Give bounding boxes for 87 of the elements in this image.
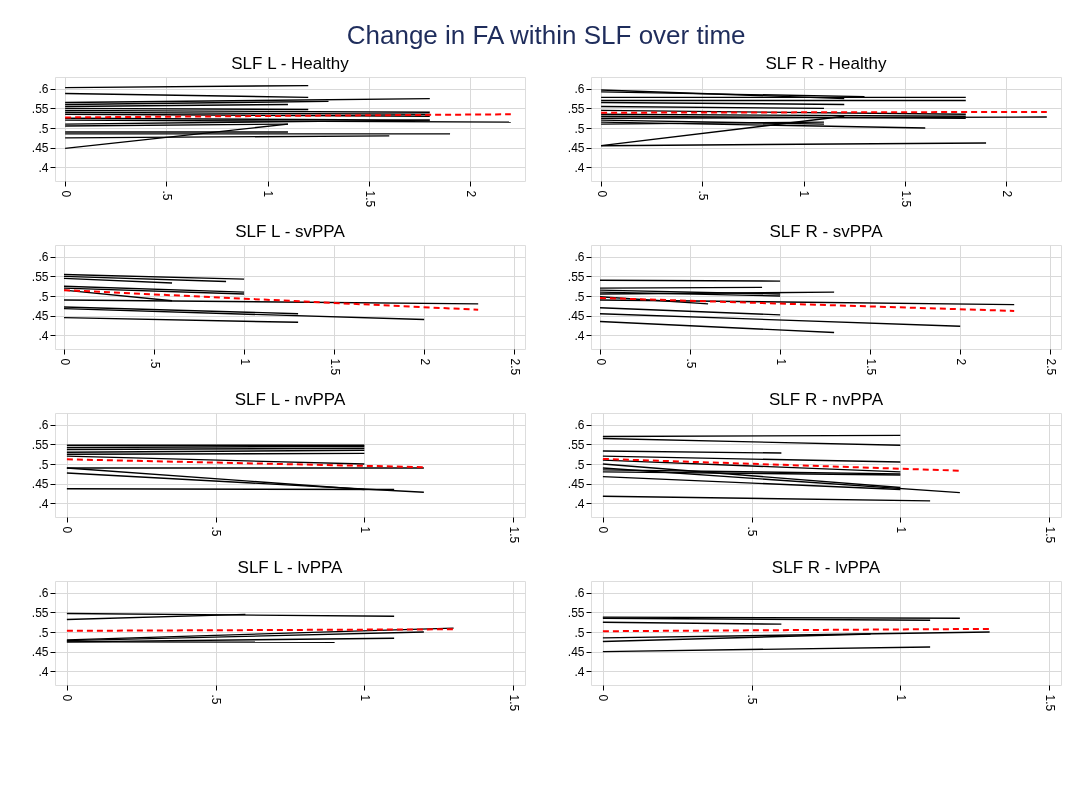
x-tick-label: .5 (745, 694, 760, 705)
x-tick-label: .5 (147, 358, 162, 369)
y-tick-label: .4 (574, 328, 585, 343)
y-tick-label: .5 (574, 457, 585, 472)
x-tick-label: 1.5 (898, 190, 913, 208)
x-tick-label: 1.5 (327, 358, 342, 376)
x-tick-label: 1.5 (1042, 694, 1057, 712)
y-tick-label: .5 (38, 625, 49, 640)
y-tick-label: .6 (38, 82, 49, 97)
x-tick-label: 2 (953, 358, 968, 366)
y-tick-label: .45 (567, 477, 585, 492)
y-tick-label: .55 (31, 605, 49, 620)
x-tick-label: 1 (893, 694, 908, 702)
x-tick-label: 2.5 (1043, 358, 1058, 376)
y-tick-label: .55 (31, 101, 49, 116)
text: Change in FA within SLF over time (346, 19, 746, 50)
x-tick-label: 0 (596, 526, 611, 534)
x-tick-label: .5 (209, 694, 224, 705)
x-tick-label: 1.5 (362, 190, 377, 208)
x-tick-label: 0 (60, 526, 75, 534)
y-tick-label: .4 (38, 496, 49, 511)
y-tick-label: .45 (31, 141, 49, 156)
x-tick-label: 1.5 (1042, 526, 1057, 544)
x-tick-label: 1 (357, 694, 372, 702)
chart-title: SLF R - svPPA (769, 222, 884, 241)
y-tick-label: .55 (567, 605, 585, 620)
x-tick-label: 2 (417, 358, 432, 366)
y-tick-label: .4 (574, 160, 585, 175)
y-tick-label: .55 (567, 437, 585, 452)
y-tick-label: .55 (567, 101, 585, 116)
y-tick-label: .6 (574, 250, 585, 265)
y-tick-label: .45 (31, 309, 49, 324)
x-tick-label: 2 (463, 190, 478, 198)
x-tick-label: 1 (773, 358, 788, 366)
y-tick-label: .4 (574, 496, 585, 511)
chart-title: SLF R - lvPPA (771, 558, 881, 577)
x-tick-label: .5 (159, 190, 174, 201)
x-tick-label: 1 (261, 190, 276, 198)
y-tick-label: .5 (38, 457, 49, 472)
y-tick-label: .55 (567, 269, 585, 284)
x-tick-label: 1 (357, 526, 372, 534)
y-tick-label: .5 (574, 289, 585, 304)
x-tick-label: 1.5 (506, 526, 521, 544)
y-tick-label: .5 (38, 121, 49, 136)
x-tick-label: 0 (593, 358, 608, 366)
chart-title: SLF L - lvPPA (237, 558, 344, 577)
y-tick-label: .45 (567, 309, 585, 324)
x-tick-label: 1.5 (506, 694, 521, 712)
chart-title: SLF R - nvPPA (769, 390, 884, 409)
x-tick-label: .5 (683, 358, 698, 369)
x-tick-label: 1 (237, 358, 252, 366)
y-tick-label: .6 (574, 82, 585, 97)
x-tick-label: 0 (594, 190, 609, 198)
y-tick-label: .4 (574, 664, 585, 679)
chart-title: SLF L - svPPA (235, 222, 346, 241)
y-tick-label: .6 (38, 418, 49, 433)
chart-title: SLF L - Healthy (231, 54, 350, 73)
chart-title: SLF R - Healthy (765, 54, 887, 73)
x-tick-label: 0 (60, 694, 75, 702)
y-tick-label: .5 (38, 289, 49, 304)
y-tick-label: .45 (567, 141, 585, 156)
x-tick-label: 1.5 (863, 358, 878, 376)
y-tick-label: .6 (574, 418, 585, 433)
y-tick-label: .5 (574, 625, 585, 640)
x-tick-label: 1 (797, 190, 812, 198)
x-tick-label: .5 (209, 526, 224, 537)
chart-title: SLF L - nvPPA (234, 390, 346, 409)
x-tick-label: 0 (596, 694, 611, 702)
x-tick-label: .5 (695, 190, 710, 201)
y-tick-label: .6 (38, 250, 49, 265)
y-tick-label: .5 (574, 121, 585, 136)
y-tick-label: .6 (574, 586, 585, 601)
x-tick-label: 1 (893, 526, 908, 534)
x-tick-label: .5 (745, 526, 760, 537)
y-tick-label: .45 (31, 477, 49, 492)
x-tick-label: 2.5 (507, 358, 522, 376)
y-tick-label: .55 (31, 269, 49, 284)
x-tick-label: 0 (57, 358, 72, 366)
y-tick-label: .45 (567, 645, 585, 660)
y-tick-label: .45 (31, 645, 49, 660)
y-tick-label: .4 (38, 664, 49, 679)
y-tick-label: .4 (38, 328, 49, 343)
x-tick-label: 0 (58, 190, 73, 198)
y-tick-label: .6 (38, 586, 49, 601)
x-tick-label: 2 (999, 190, 1014, 198)
y-tick-label: .55 (31, 437, 49, 452)
y-tick-label: .4 (38, 160, 49, 175)
